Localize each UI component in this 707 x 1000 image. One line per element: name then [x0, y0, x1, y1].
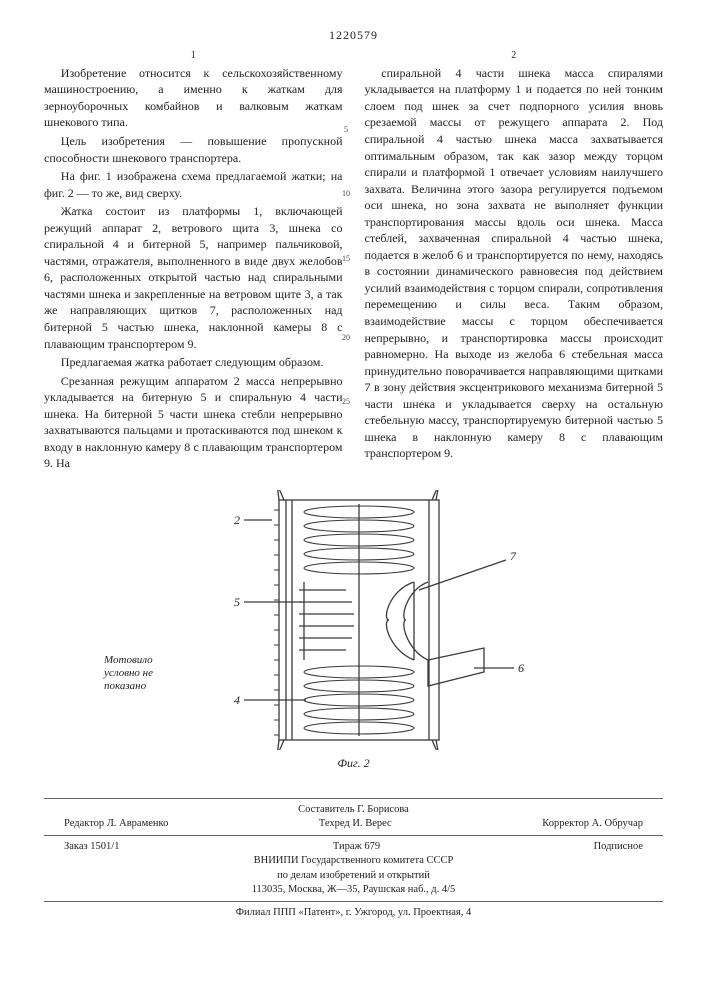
line-no: 20 — [342, 333, 350, 342]
note-line: Мотовило — [104, 654, 153, 666]
figure-note: Мотовило условно не показано — [104, 654, 153, 694]
imprint-corrector: Корректор А. Обручар — [542, 817, 643, 831]
para: Срезанная режущим аппаратом 2 масса непр… — [44, 373, 343, 472]
imprint-addr: 113035, Москва, Ж—35, Раушская наб., д. … — [44, 883, 663, 897]
fig-label-2: 2 — [234, 513, 240, 527]
imprint-org1: ВНИИПИ Государственного комитета СССР — [44, 854, 663, 868]
fig-label-4: 4 — [234, 693, 240, 707]
imprint-sign: Подписное — [594, 840, 643, 854]
figure-svg: 2 5 4 7 6 — [214, 490, 574, 750]
fig-label-7: 7 — [510, 549, 517, 563]
para: Цель изобретения — повышение пропускной … — [44, 133, 343, 166]
imprint-tirage: Тираж 679 — [333, 840, 380, 854]
para: Предлагаемая жатка работает следующим об… — [44, 354, 343, 371]
imprint-order: Заказ 1501/1 — [64, 840, 119, 854]
col-no-right: 2 — [365, 49, 664, 63]
para: спиральной 4 части шнека масса спиралями… — [365, 65, 664, 462]
line-no: 10 — [342, 189, 350, 198]
imprint-tech: Техред И. Верес — [319, 817, 392, 831]
text-columns: 1 Изобретение относится к сельскохозяйст… — [44, 49, 663, 474]
imprint-org2: по делам изобретений и открытий — [44, 869, 663, 883]
imprint-compiler: Составитель Г. Борисова — [44, 803, 663, 817]
line-no: 5 — [344, 125, 348, 134]
note-line: условно не — [104, 667, 153, 679]
fig-label-6: 6 — [518, 661, 524, 675]
patent-number: 1220579 — [44, 28, 663, 43]
fig-label-5: 5 — [234, 595, 240, 609]
figure-caption: Фиг. 2 — [44, 756, 663, 771]
col-no-left: 1 — [44, 49, 343, 63]
imprint-editor: Редактор Л. Авраменко — [64, 817, 168, 831]
page: 1220579 1 Изобретение относится к сельск… — [0, 0, 707, 950]
right-column: 2 спиральной 4 части шнека масса спираля… — [365, 49, 664, 474]
note-line: показано — [104, 680, 146, 692]
imprint-block: Составитель Г. Борисова Редактор Л. Авра… — [44, 798, 663, 920]
para: На фиг. 1 изображена схема предлагаемой … — [44, 168, 343, 201]
left-column: 1 Изобретение относится к сельскохозяйст… — [44, 49, 343, 474]
figure-2: Мотовило условно не показано — [44, 484, 663, 784]
para: Изобретение относится к сельскохозяйстве… — [44, 65, 343, 131]
para: Жатка состоит из платформы 1, включающей… — [44, 203, 343, 352]
line-no: 15 — [342, 254, 350, 263]
imprint-branch: Филиал ППП «Патент», г. Ужгород, ул. Про… — [44, 906, 663, 920]
line-no: 25 — [342, 397, 350, 406]
